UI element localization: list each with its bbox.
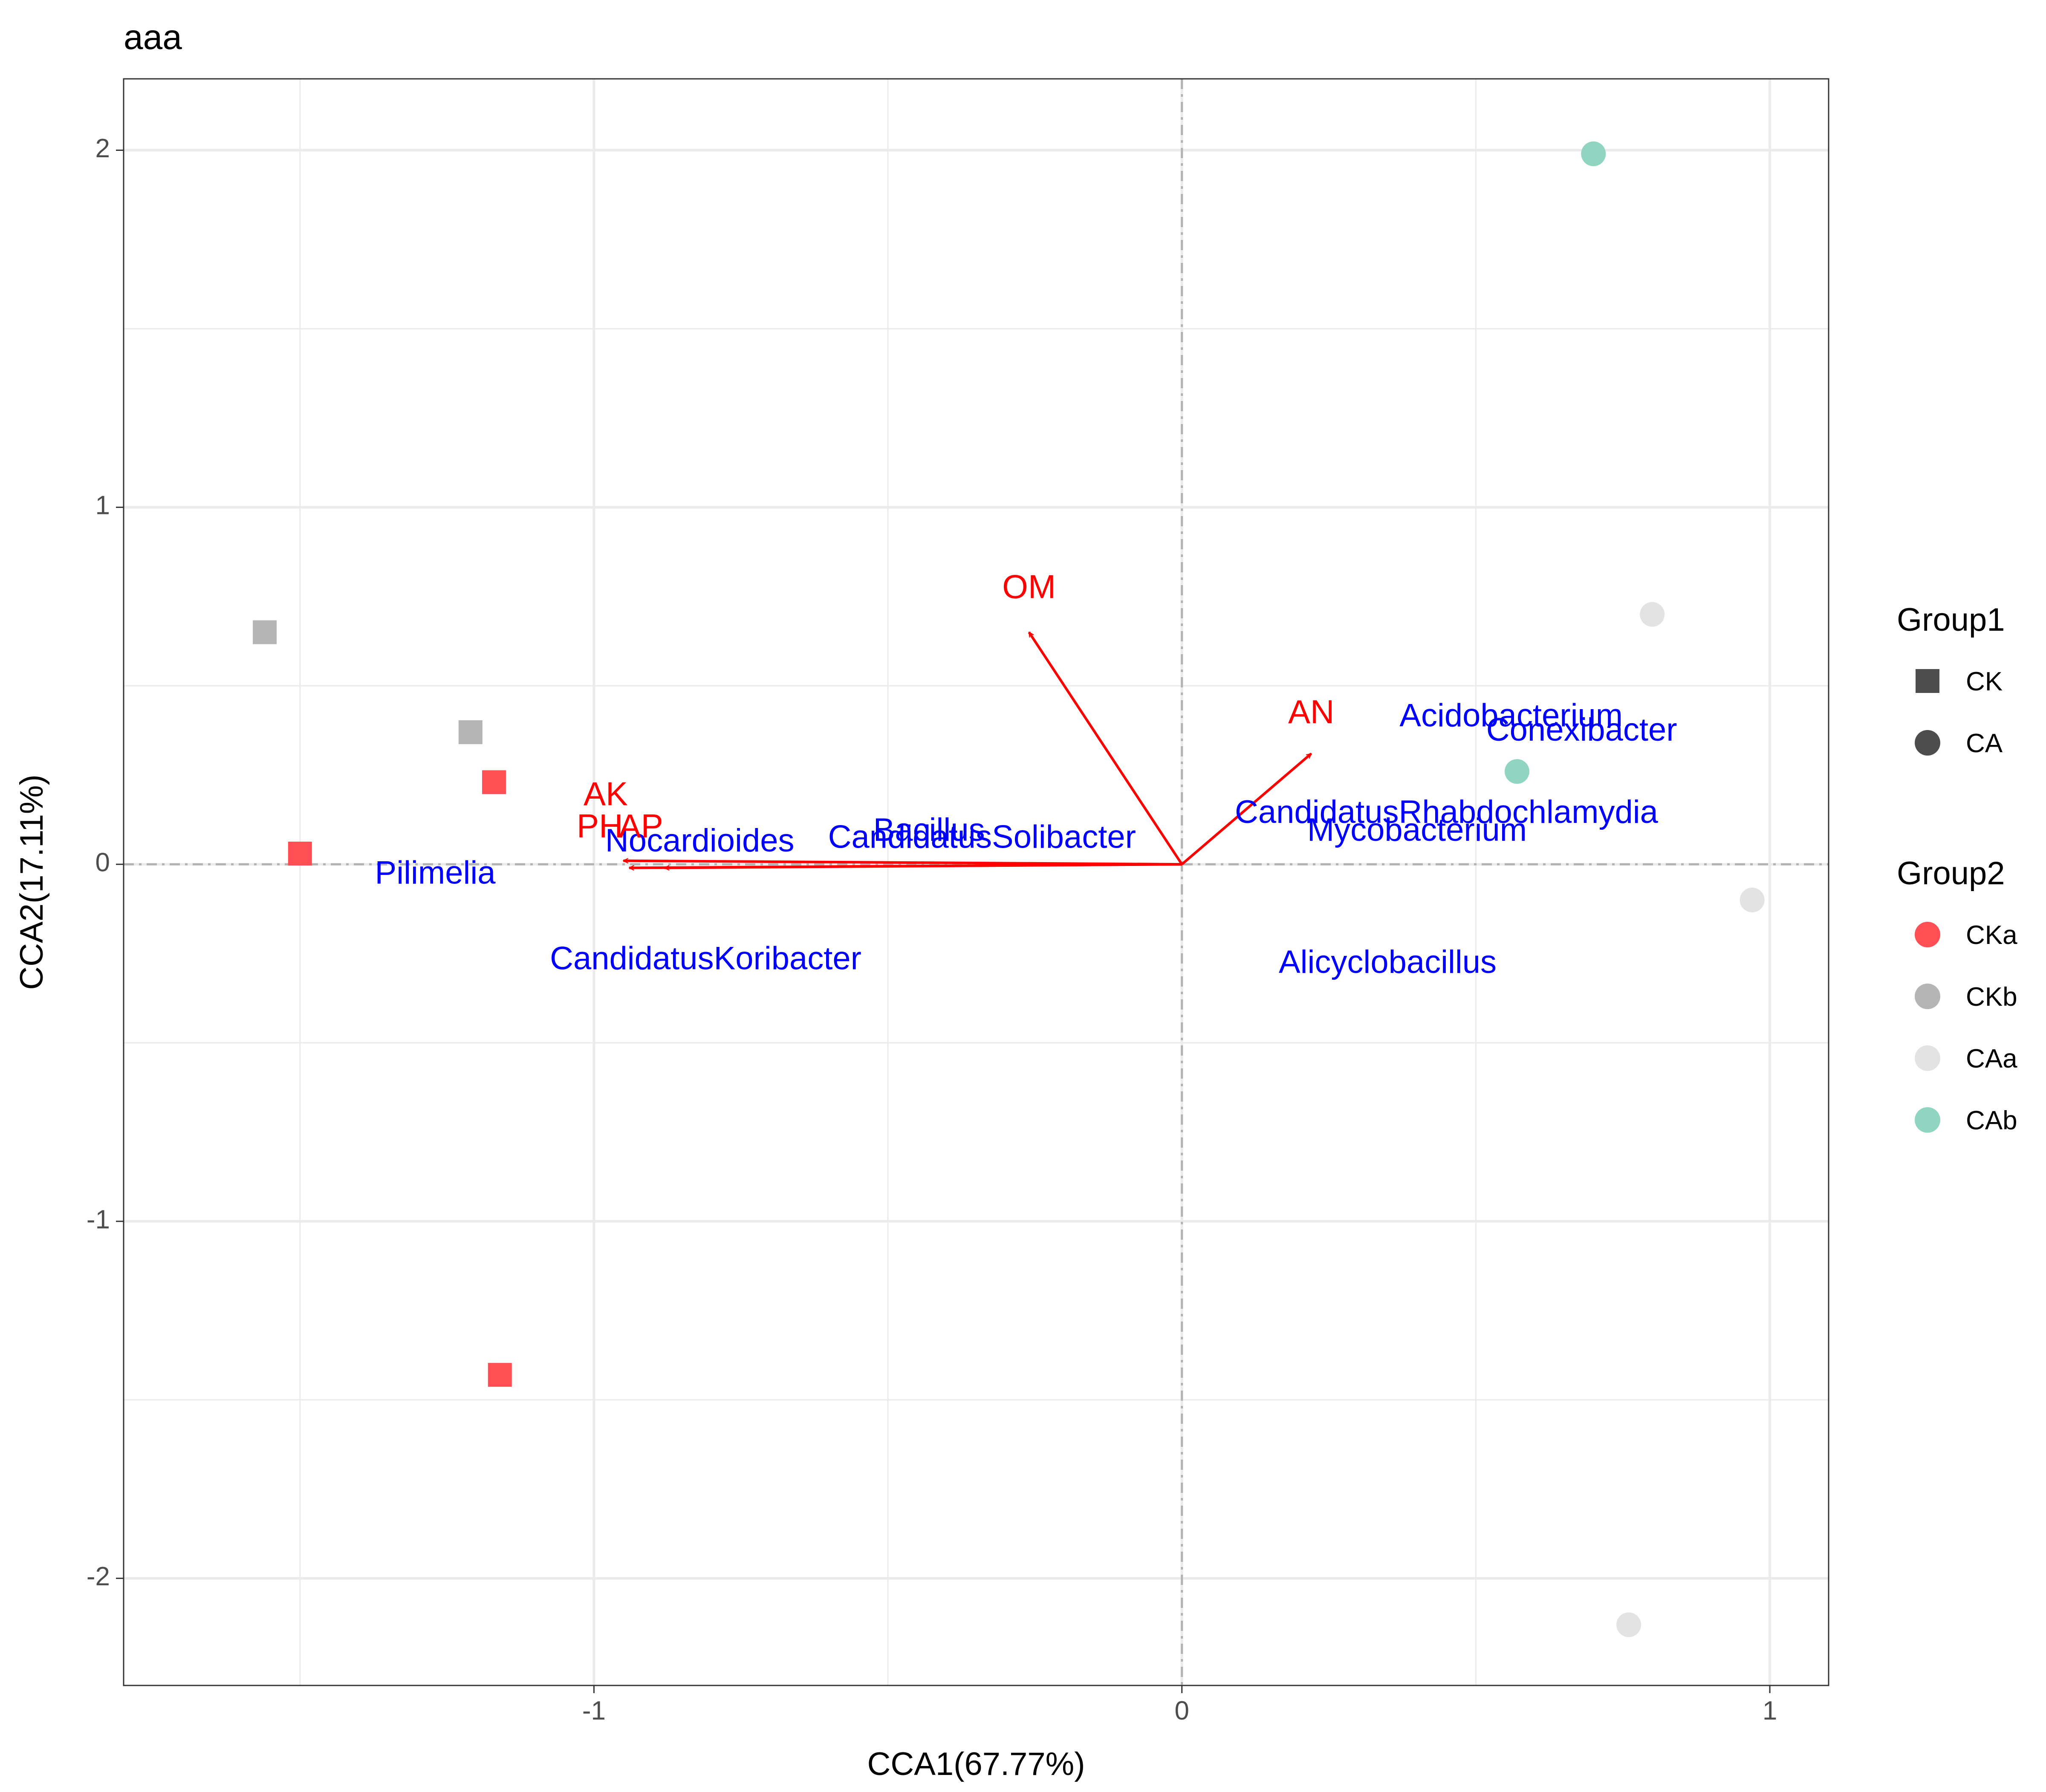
sample-point-circle: [1504, 759, 1529, 784]
y-tick-label: -2: [87, 1562, 110, 1591]
species-label: Mycobacterium: [1307, 812, 1527, 848]
env-arrow-ap: [665, 863, 1182, 868]
legend-title: Group1: [1897, 602, 2005, 638]
env-label: AK: [584, 775, 628, 813]
species-label: CandidatusRhabdochlamydia: [1235, 794, 1659, 830]
sample-point-circle: [1640, 602, 1665, 627]
major-gridlines: [124, 79, 1829, 1685]
species-label: Acidobacterium: [1399, 698, 1623, 734]
sample-point-square: [253, 620, 277, 644]
y-tick-label: 2: [95, 134, 110, 163]
env-label: AP: [619, 807, 663, 845]
sample-point-square: [458, 720, 483, 745]
species-label: Nocardioides: [605, 822, 795, 859]
x-axis-ticks: -1 0 1: [582, 1685, 1777, 1726]
sample-point-circle: [1581, 141, 1606, 166]
species-label: Conexibacter: [1486, 712, 1677, 748]
env-label: OM: [1002, 568, 1056, 606]
legend-entry-label: CKb: [1966, 982, 2017, 1012]
species-label: Alicyclobacillus: [1279, 944, 1497, 980]
legend: Group1 CK CA Group2 CKa CKb CAa CAb: [1897, 602, 2017, 1135]
sample-point-square: [288, 841, 312, 866]
y-tick-label: 1: [95, 491, 110, 520]
species-label: Bacillus: [873, 812, 985, 848]
species-label: CandidatusSolibacter: [828, 819, 1136, 855]
legend-title: Group2: [1897, 855, 2005, 892]
legend-key-circle: [1915, 922, 1940, 947]
legend-entry-label: CK: [1966, 667, 2003, 696]
y-tick-label: 0: [95, 848, 110, 877]
env-label: PH: [577, 807, 623, 845]
x-tick-label: -1: [582, 1696, 606, 1726]
y-tick-label: -1: [87, 1205, 110, 1234]
sample-point-square: [488, 1363, 512, 1387]
env-label: AN: [1288, 693, 1334, 730]
environment-arrows: [623, 632, 1312, 868]
legend-key-circle: [1915, 1045, 1940, 1071]
legend-entry-label: CAa: [1966, 1044, 2017, 1073]
y-axis-label: CCA2(17.11%): [14, 774, 50, 990]
sample-point-circle: [1616, 1612, 1641, 1637]
reference-lines: [124, 79, 1829, 1685]
chart-title: aaa: [124, 18, 182, 57]
minor-gridlines: [124, 79, 1829, 1685]
x-axis-label: CCA1(67.77%): [867, 1746, 1085, 1782]
species-label: Pilimelia: [375, 854, 496, 891]
y-axis-ticks: -2 -1 0 1 2: [87, 134, 124, 1591]
x-tick-label: 0: [1175, 1696, 1189, 1726]
legend-key-circle: [1915, 730, 1940, 756]
legend-entry-label: CA: [1966, 729, 2003, 758]
sample-point-square: [482, 770, 506, 794]
species-label: CandidatusKoribacter: [550, 940, 861, 976]
legend-entry-label: CAb: [1966, 1106, 2017, 1135]
sample-points: [253, 141, 1765, 1637]
legend-key-circle: [1915, 1107, 1940, 1133]
legend-key-square: [1916, 669, 1939, 693]
panel-border: [123, 78, 1829, 1686]
legend-entry-label: CKa: [1966, 921, 2017, 950]
panel-background: [124, 79, 1829, 1685]
env-arrow-an: [1181, 753, 1312, 866]
sample-point-circle: [1740, 887, 1765, 912]
env-arrow-om: [1028, 632, 1183, 865]
legend-key-circle: [1915, 984, 1940, 1009]
x-tick-label: 1: [1763, 1696, 1777, 1726]
